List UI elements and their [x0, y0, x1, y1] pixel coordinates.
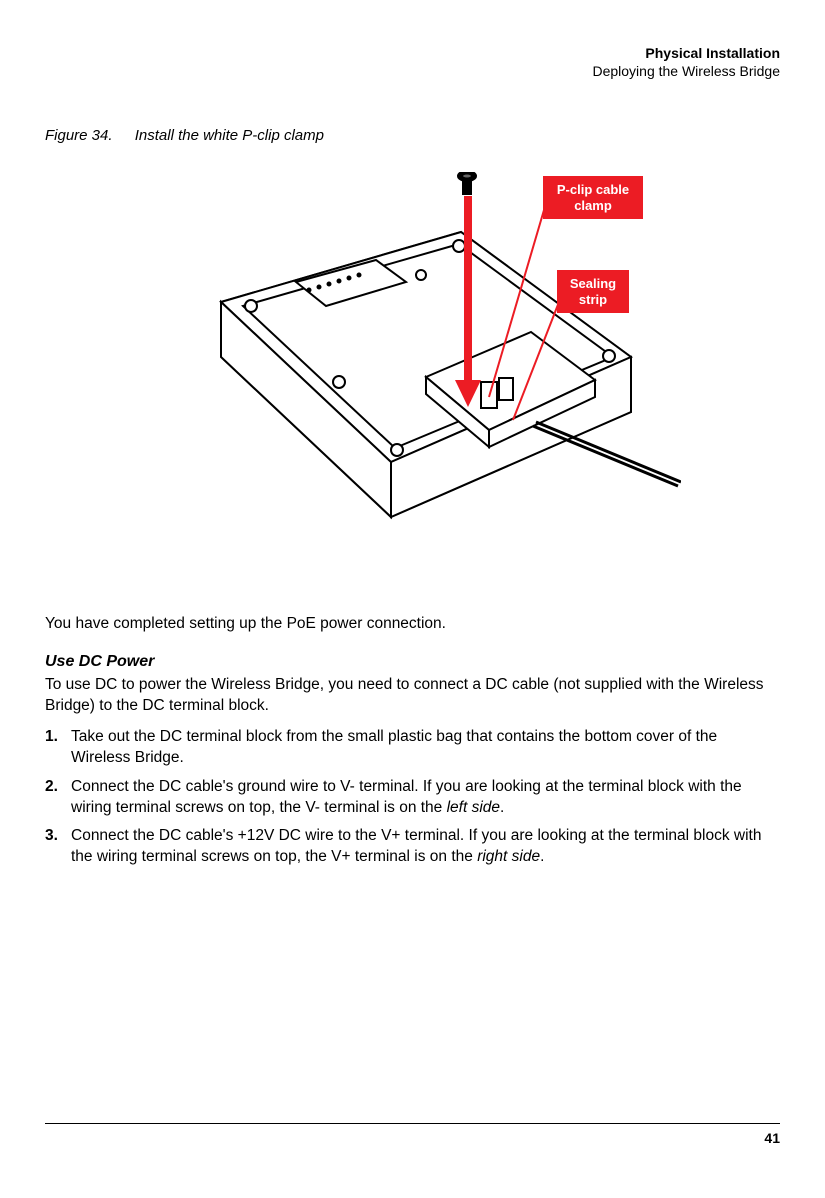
- step-item: Connect the DC cable's ground wire to V-…: [45, 777, 780, 819]
- page-footer: 41: [45, 1123, 780, 1148]
- completion-text: You have completed setting up the PoE po…: [45, 614, 780, 635]
- step-text-italic: right side: [477, 848, 540, 865]
- figure-title: Install the white P-clip clamp: [135, 127, 324, 144]
- header-subtitle: Deploying the Wireless Bridge: [45, 63, 780, 79]
- step-text-pre: Connect the DC cable's +12V DC wire to t…: [71, 827, 761, 865]
- page-header: Physical Installation Deploying the Wire…: [45, 45, 780, 79]
- section-heading: Use DC Power: [45, 653, 780, 671]
- page-number: 41: [764, 1130, 780, 1146]
- step-item: Connect the DC cable's +12V DC wire to t…: [45, 826, 780, 868]
- step-item: Take out the DC terminal block from the …: [45, 727, 780, 769]
- figure-caption: Figure 34. Install the white P-clip clam…: [45, 127, 780, 144]
- device-illustration: [201, 172, 681, 572]
- callout-sealing: Sealing strip: [557, 270, 629, 313]
- section-intro: To use DC to power the Wireless Bridge, …: [45, 675, 780, 717]
- step-text-post: .: [540, 848, 544, 865]
- step-text-post: .: [500, 799, 504, 816]
- step-text-pre: Take out the DC terminal block from the …: [71, 728, 717, 766]
- figure-number: Figure 34.: [45, 127, 113, 144]
- step-text-italic: left side: [447, 799, 500, 816]
- callout-pclip: P-clip cable clamp: [543, 176, 643, 219]
- step-list: Take out the DC terminal block from the …: [45, 727, 780, 869]
- step-text-pre: Connect the DC cable's ground wire to V-…: [71, 778, 742, 816]
- header-title: Physical Installation: [45, 45, 780, 61]
- figure-container: P-clip cable clamp Sealing strip: [45, 172, 780, 582]
